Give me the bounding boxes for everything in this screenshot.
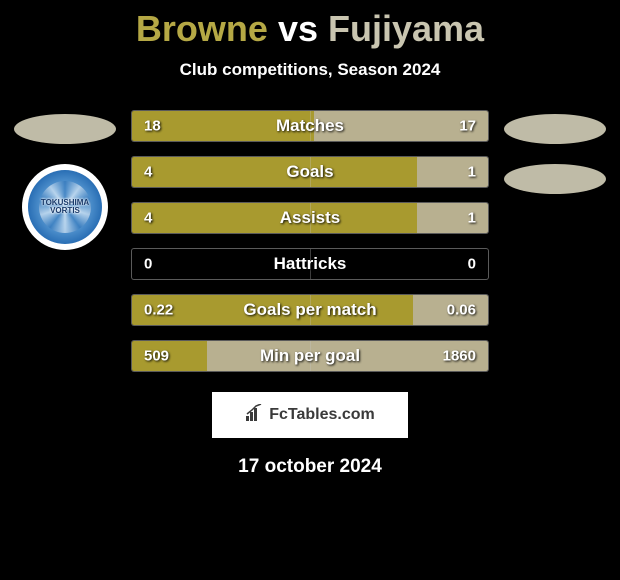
bar-label: Goals: [286, 162, 333, 182]
bar-value-right: 1860: [443, 348, 476, 365]
left-oval-logo: [14, 114, 116, 144]
right-oval-logo-1: [504, 114, 606, 144]
bar-fill-left: [132, 203, 417, 233]
date-text: 17 october 2024: [0, 456, 620, 478]
player1-name: Browne: [136, 8, 268, 49]
fctables-text: FcTables.com: [269, 406, 375, 424]
bar-label: Min per goal: [260, 346, 360, 366]
bar-value-right: 0.06: [447, 302, 476, 319]
right-oval-logo-2: [504, 164, 606, 194]
bar-value-left: 509: [144, 348, 169, 365]
player2-name: Fujiyama: [328, 8, 484, 49]
bar-row: 18 Matches 17: [131, 110, 489, 142]
bar-value-right: 0: [468, 256, 476, 273]
right-side: [495, 110, 615, 372]
vortis-line2: VORTIS: [50, 206, 80, 215]
bar-value-left: 18: [144, 118, 161, 135]
bars-container: 18 Matches 17 4 Goals 1 4 Assists 1 0 Hattricks 0 0.…: [125, 110, 495, 372]
bar-row: 0 Hattricks 0: [131, 248, 489, 280]
bar-value-left: 0: [144, 256, 152, 273]
bar-label: Hattricks: [274, 254, 347, 274]
bar-row: 4 Assists 1: [131, 202, 489, 234]
comparison-title: Browne vs Fujiyama: [0, 0, 620, 50]
bar-value-left: 4: [144, 210, 152, 227]
footer-badge[interactable]: FcTables.com: [212, 392, 408, 438]
fctables-icon: [245, 404, 265, 427]
bar-label: Goals per match: [243, 300, 376, 320]
bar-label: Matches: [276, 116, 344, 136]
bar-value-right: 1: [468, 164, 476, 181]
bar-fill-left: [132, 157, 417, 187]
subtitle: Club competitions, Season 2024: [0, 60, 620, 80]
bar-value-left: 0.22: [144, 302, 173, 319]
bar-value-right: 17: [459, 118, 476, 135]
bar-value-left: 4: [144, 164, 152, 181]
bar-fill-right: [417, 157, 488, 187]
content-area: TOKUSHIMA VORTIS 18 Matches 17 4 Goals 1 4 Assi…: [0, 110, 620, 372]
bar-row: 0.22 Goals per match 0.06: [131, 294, 489, 326]
vortis-label: TOKUSHIMA VORTIS: [41, 199, 89, 215]
bar-label: Assists: [280, 208, 340, 228]
bar-fill-right: [417, 203, 488, 233]
team-logo-circle: TOKUSHIMA VORTIS: [22, 164, 108, 250]
bar-row: 509 Min per goal 1860: [131, 340, 489, 372]
left-side: TOKUSHIMA VORTIS: [5, 110, 125, 372]
bar-row: 4 Goals 1: [131, 156, 489, 188]
vs-text: vs: [278, 8, 318, 49]
bar-value-right: 1: [468, 210, 476, 227]
vortis-icon: TOKUSHIMA VORTIS: [28, 170, 102, 244]
